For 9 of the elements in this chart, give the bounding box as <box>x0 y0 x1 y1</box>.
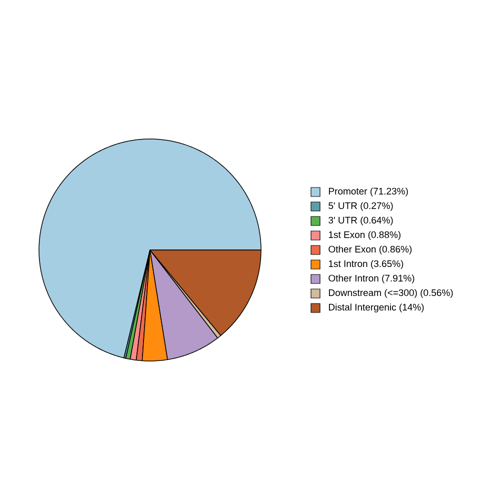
legend-label: Other Exon (0.86%) <box>328 246 412 254</box>
legend-label: 1st Intron (3.65%) <box>328 260 404 269</box>
legend-label: Other Intron (7.91%) <box>328 274 414 284</box>
legend-label: 5' UTR (0.27%) <box>328 202 393 211</box>
legend-label: Downstream (<=300) (0.56%) <box>328 289 453 298</box>
legend-label: 1st Exon (0.88%) <box>328 231 400 240</box>
legend-label: 3' UTR (0.64%) <box>328 216 393 226</box>
legend-label: Distal Intergenic (14%) <box>328 304 424 312</box>
legend-label: Promoter (71.23%) <box>328 188 408 196</box>
